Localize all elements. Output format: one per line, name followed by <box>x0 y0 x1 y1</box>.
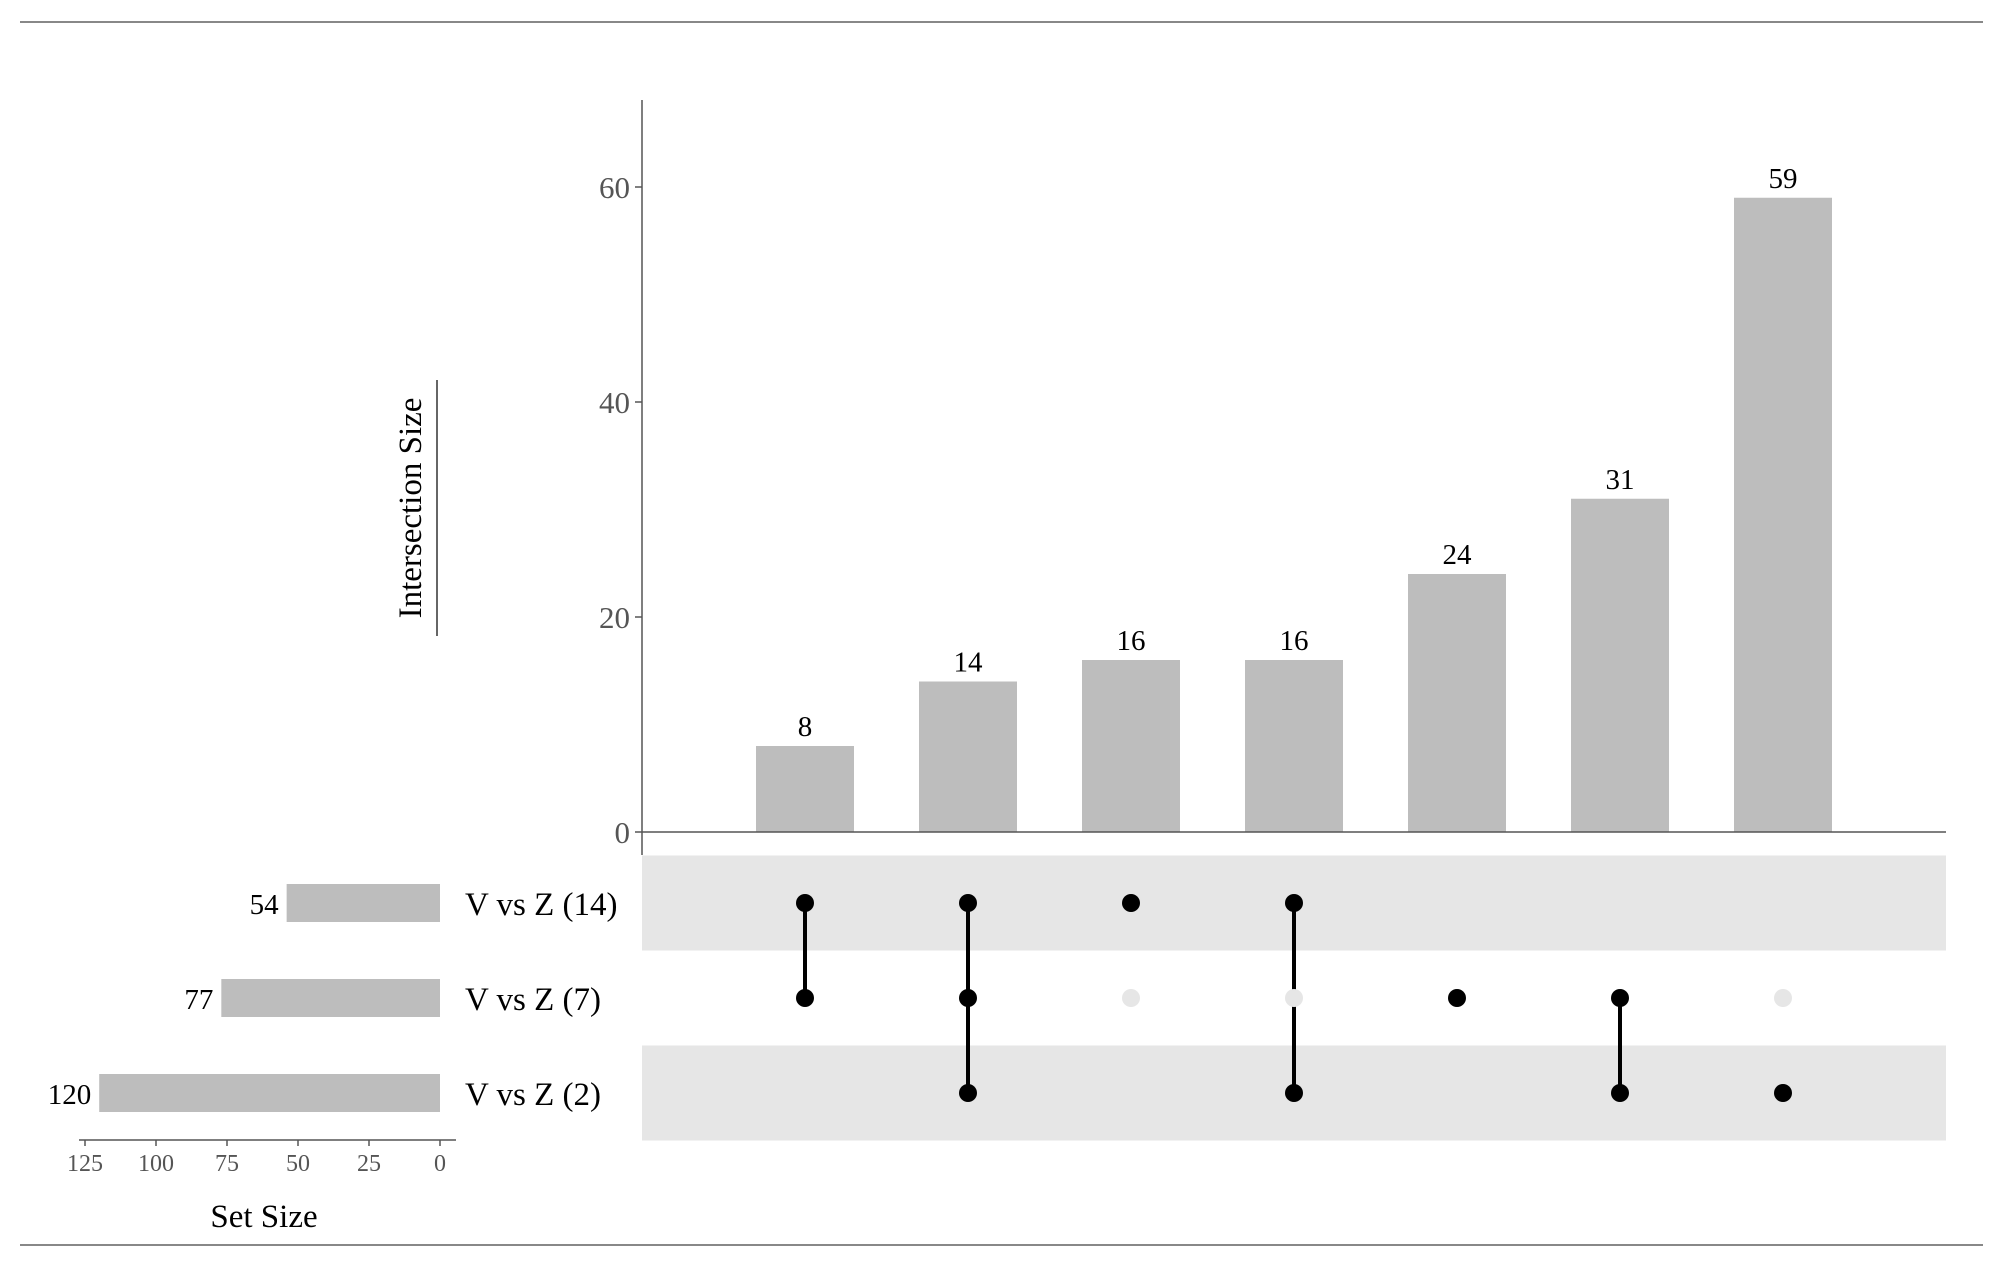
intersection-bar <box>1571 498 1669 832</box>
y-axis-title-group: Intersection Size <box>393 380 438 636</box>
y-tick-label: 20 <box>599 600 630 635</box>
matrix-dot-active <box>959 989 977 1007</box>
y-tick-labels: 0 20 40 60 <box>599 170 642 850</box>
matrix-dot-active <box>1285 1084 1303 1102</box>
intersection-bar-label: 24 <box>1443 539 1473 571</box>
matrix-dot-active <box>959 1084 977 1102</box>
matrix-dot-inactive <box>1122 1084 1140 1102</box>
matrix-dot-inactive <box>796 1084 814 1102</box>
set-size-labels: 54 77 120 <box>48 889 279 1111</box>
intersection-bar <box>756 746 854 832</box>
y-tick-label: 0 <box>615 815 631 850</box>
set-size-label: 77 <box>184 984 213 1016</box>
matrix-dot-active <box>1611 1084 1629 1102</box>
intersection-bar <box>1734 197 1832 832</box>
set-size-label: 54 <box>250 889 280 921</box>
set-size-bar <box>221 979 440 1017</box>
matrix-dot-inactive <box>1285 989 1303 1007</box>
intersection-y-axis <box>641 100 1946 855</box>
y-axis-title: Intersection Size <box>393 398 429 619</box>
set-size-bar <box>99 1074 440 1112</box>
intersection-bar-label: 59 <box>1769 163 1798 195</box>
set-size-tick-label: 50 <box>286 1151 310 1177</box>
matrix-dot-inactive <box>1774 894 1792 912</box>
matrix-dot-active <box>796 894 814 912</box>
intersection-bars <box>756 197 1832 832</box>
set-name-label: V vs Z (7) <box>465 982 601 1018</box>
matrix-dot-inactive <box>1122 989 1140 1007</box>
y-tick-label: 40 <box>599 385 630 420</box>
intersection-bar-label: 16 <box>1280 625 1309 657</box>
set-size-tick-label: 125 <box>67 1151 103 1177</box>
intersection-bar <box>919 681 1017 832</box>
matrix-dot-inactive <box>1611 894 1629 912</box>
matrix-dot-active <box>1774 1084 1792 1102</box>
matrix-dot-inactive <box>1774 989 1792 1007</box>
y-tick-label: 60 <box>599 170 630 205</box>
set-size-tick-label: 25 <box>357 1151 381 1177</box>
matrix-dot-active <box>1448 989 1466 1007</box>
intersection-bar-label: 31 <box>1606 464 1635 496</box>
intersection-matrix <box>796 894 1792 1102</box>
set-size-tick-label: 75 <box>215 1151 239 1177</box>
matrix-dot-active <box>796 989 814 1007</box>
matrix-dot-inactive <box>1448 894 1466 912</box>
set-size-tick-label: 0 <box>434 1151 446 1177</box>
set-size-tick-label: 100 <box>138 1151 174 1177</box>
matrix-dot-active <box>1122 894 1140 912</box>
set-size-axis: 125 100 75 50 25 0 <box>67 1139 456 1177</box>
set-name-labels: V vs Z (14) V vs Z (7) V vs Z (2) <box>465 887 617 1113</box>
matrix-dot-inactive <box>1448 1084 1466 1102</box>
set-size-label: 120 <box>48 1079 92 1111</box>
intersection-bar <box>1082 660 1180 832</box>
intersection-bar-labels: 8 14 16 16 24 31 59 <box>798 163 1798 743</box>
top-rule <box>20 21 1983 23</box>
matrix-dot-active <box>1611 989 1629 1007</box>
bottom-rule <box>20 1244 1983 1246</box>
intersection-bar-label: 8 <box>798 711 813 743</box>
set-size-bar <box>286 884 440 922</box>
matrix-dot-active <box>959 894 977 912</box>
matrix-dot-active <box>1285 894 1303 912</box>
set-name-label: V vs Z (2) <box>465 1077 601 1113</box>
intersection-bar <box>1408 574 1506 832</box>
intersection-bar <box>1245 660 1343 832</box>
set-size-bars <box>99 884 440 1112</box>
set-name-label: V vs Z (14) <box>465 887 617 923</box>
intersection-bar-label: 14 <box>954 647 984 679</box>
intersection-bar-label: 16 <box>1117 625 1146 657</box>
set-size-axis-title: Set Size <box>210 1199 317 1235</box>
